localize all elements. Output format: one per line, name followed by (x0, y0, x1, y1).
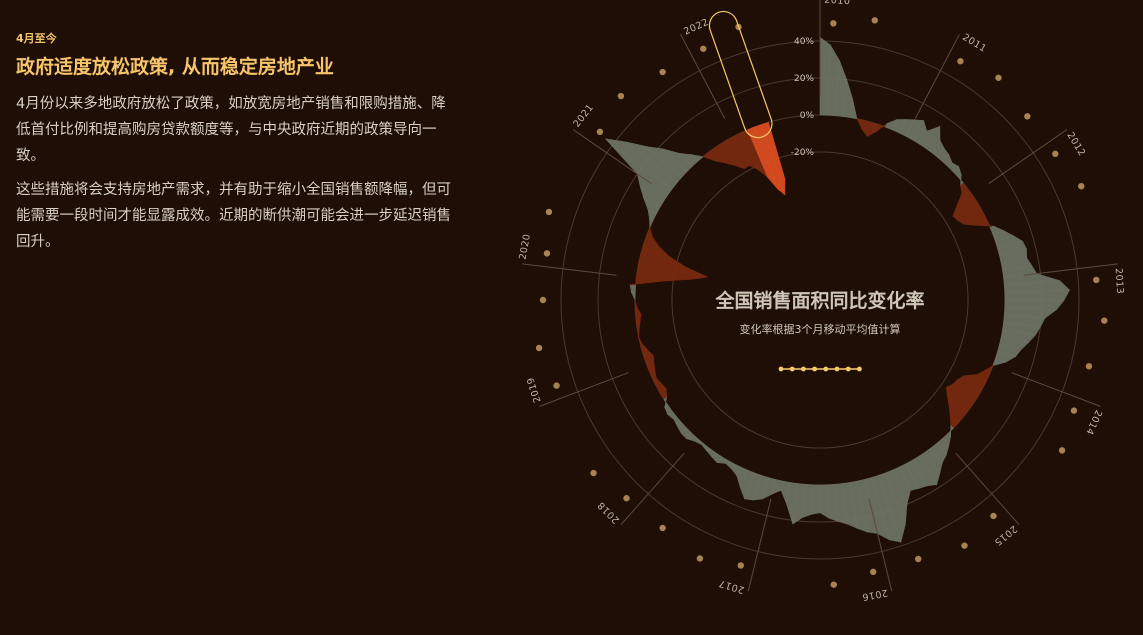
event-dot (957, 58, 964, 65)
event-dot (1078, 182, 1085, 190)
pagination (778, 366, 862, 372)
year-spoke (1023, 263, 1118, 276)
area-segment-negative (638, 336, 643, 345)
year-label: 2013 (1113, 268, 1126, 295)
event-dot (830, 581, 837, 588)
pager-dot (801, 366, 806, 372)
event-dot (830, 20, 837, 27)
area-segment-positive (819, 484, 830, 519)
grid-ring (671, 151, 969, 449)
year-spokes (522, 0, 1118, 592)
year-label: 2022 (682, 17, 710, 38)
year-label: 2020 (518, 233, 533, 261)
year-spoke (539, 372, 629, 407)
event-dot (535, 344, 543, 352)
paragraph-2: 这些措施将会支持房地产需求，并有助于缩小全国销售额降幅，但可能需要一段时间才能显… (16, 182, 451, 250)
event-dot (870, 568, 877, 576)
area-segment-positive (849, 99, 858, 120)
event-dots (535, 17, 1108, 588)
pager-dot (812, 366, 817, 372)
year-spoke (955, 453, 1020, 525)
event-dot (1070, 407, 1078, 414)
event-dot (539, 296, 547, 304)
year-label: 2016 (861, 587, 889, 603)
highlight-capsule (708, 10, 773, 139)
event-dot (543, 250, 551, 257)
y-tick-labels: 40% 20% 0% -20% (791, 37, 815, 158)
year-spoke (522, 263, 617, 276)
year-spoke (620, 453, 685, 525)
y-tick-label: -20% (791, 148, 815, 158)
event-dot (1085, 363, 1093, 370)
area-segment-positive (630, 292, 636, 301)
year-spoke (988, 129, 1068, 184)
headline: 政府适度放松政策, 从而稳定房地产业 (16, 56, 334, 78)
area-segment-negative (635, 314, 642, 323)
event-dot (659, 68, 666, 76)
year-label: 2012 (1064, 130, 1087, 158)
event-dot (617, 92, 625, 100)
year-spoke (1011, 372, 1101, 407)
year-label: 2015 (992, 523, 1019, 548)
event-dot (1024, 113, 1031, 120)
event-dot (1052, 150, 1059, 158)
area-segment-negative (646, 226, 653, 237)
year-spoke (747, 498, 772, 592)
event-dot (700, 45, 707, 52)
year-label: 2011 (960, 32, 988, 55)
pager-dot (845, 366, 851, 372)
area-segment-positive (629, 284, 636, 293)
paragraph-1: 4月份以来多地政府放松了政策，如放宽房地产销售和限购措施、降低首付比例和提高购房… (16, 96, 446, 164)
event-dot (590, 469, 597, 477)
kicker: 4月至今 (16, 32, 57, 45)
area-segment-negative (634, 299, 638, 308)
year-label: 2018 (596, 499, 622, 525)
y-tick-label: 20% (794, 74, 814, 84)
y-tick-label: 0% (800, 111, 815, 121)
event-dot (553, 382, 560, 389)
chart-subtitle: 变化率根据3个月移动平均值计算 (740, 322, 901, 336)
chart-title: 全国销售面积同比变化率 (714, 289, 924, 312)
y-tick-label: 40% (794, 37, 814, 47)
event-dot (1101, 317, 1108, 324)
event-dot (1058, 447, 1066, 454)
year-spoke (680, 34, 726, 119)
year-spoke (572, 129, 652, 184)
year-label: 2021 (571, 102, 596, 129)
event-dot (623, 495, 630, 502)
pager-dot (778, 366, 784, 372)
event-dot (659, 524, 666, 532)
event-dot (737, 562, 744, 569)
year-spoke (914, 34, 960, 119)
area-segment-negative (761, 121, 786, 195)
year-label: 2019 (525, 376, 543, 404)
area-segment-negative (634, 307, 642, 316)
event-dot (961, 542, 968, 549)
pager-dot (789, 366, 795, 372)
area-segment-positive (701, 442, 710, 452)
year-spoke (868, 498, 893, 592)
event-dot (596, 128, 604, 136)
year-label: 2017 (717, 577, 745, 595)
event-dot (545, 208, 553, 216)
event-dot (995, 74, 1002, 81)
event-dot (696, 555, 704, 562)
area-segment-positive (690, 154, 704, 162)
year-label: 2014 (1083, 408, 1104, 436)
event-dot (871, 17, 878, 24)
area-segment-positive (992, 358, 1008, 367)
highlight-2022[interactable] (706, 8, 776, 142)
area-series (605, 36, 1071, 544)
event-dot (1093, 276, 1100, 284)
pager-dot (857, 366, 862, 372)
event-dot (990, 512, 997, 520)
pager-dot (823, 366, 829, 372)
article: 4月至今 政府适度放松政策, 从而稳定房地产业 4月份以来多地政府放松了政策，如… (16, 30, 456, 263)
pager-dot (834, 366, 840, 372)
event-dot (915, 555, 922, 563)
year-label: 2010 (824, 0, 851, 7)
